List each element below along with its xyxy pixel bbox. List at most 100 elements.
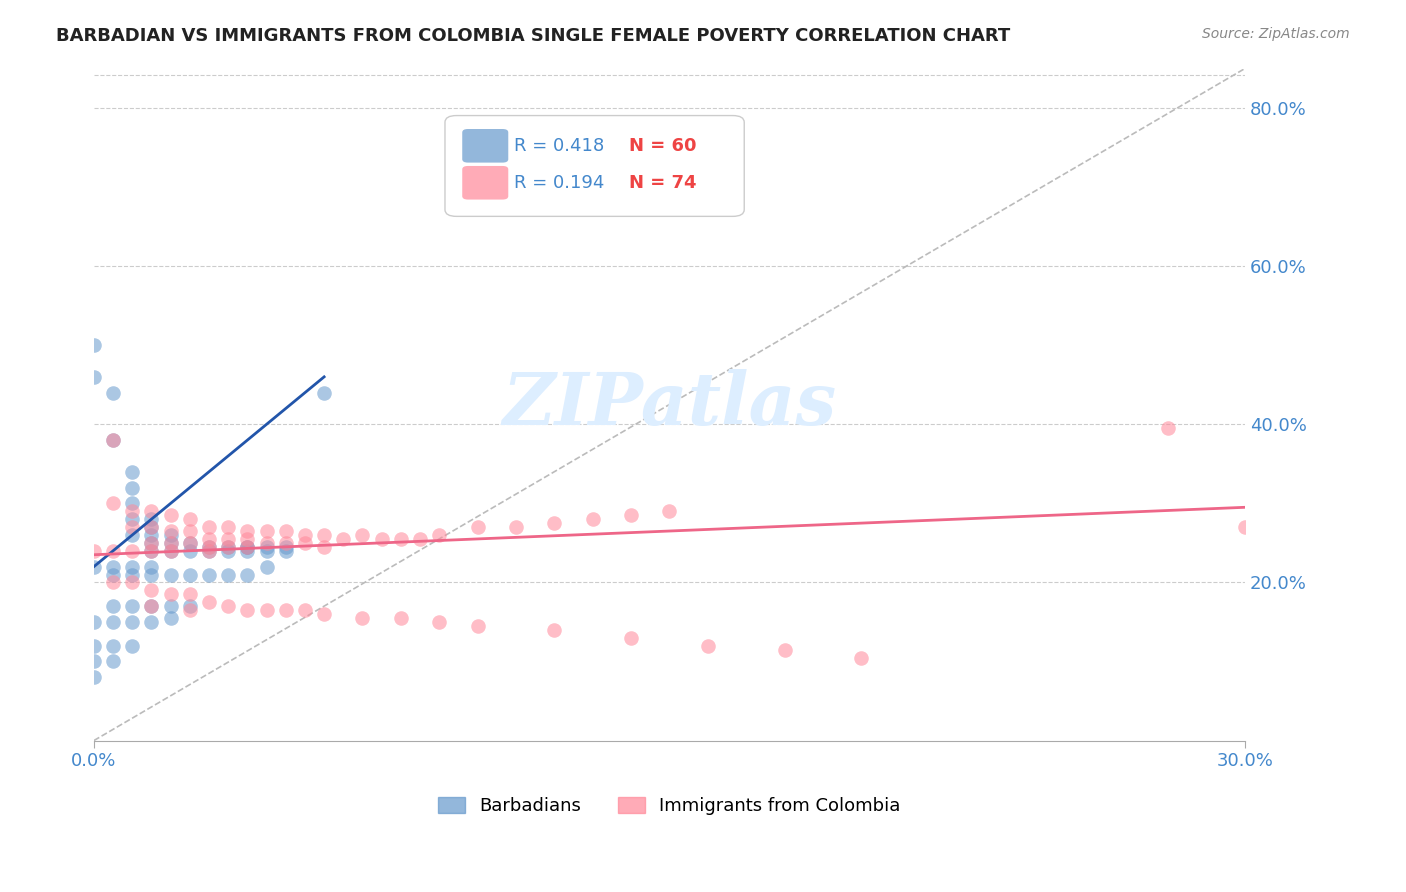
Point [121, 615, 143, 629]
Point [543, 516, 565, 530]
Point [198, 595, 221, 609]
Point [314, 607, 336, 621]
Point [141, 583, 163, 598]
Point [1157, 421, 1180, 435]
Point [179, 603, 201, 617]
Point [141, 543, 163, 558]
FancyBboxPatch shape [463, 166, 509, 200]
Point [83, 655, 105, 669]
Point [101, 655, 124, 669]
Point [179, 543, 201, 558]
Point [217, 540, 239, 554]
Point [101, 567, 124, 582]
Point [314, 540, 336, 554]
Point [274, 536, 297, 550]
Point [389, 611, 412, 625]
Point [121, 496, 143, 510]
Point [236, 524, 259, 538]
Point [198, 543, 221, 558]
Point [256, 559, 278, 574]
Point [236, 543, 259, 558]
Point [467, 619, 489, 633]
Point [121, 504, 143, 518]
Point [236, 540, 259, 554]
Point [121, 512, 143, 526]
Point [121, 465, 143, 479]
Point [101, 575, 124, 590]
Point [159, 567, 181, 582]
Point [83, 369, 105, 384]
Point [274, 524, 297, 538]
Point [198, 540, 221, 554]
Point [179, 587, 201, 601]
Point [332, 532, 354, 546]
Point [159, 543, 181, 558]
Point [179, 567, 201, 582]
Point [121, 559, 143, 574]
Point [294, 603, 316, 617]
Point [409, 532, 432, 546]
Point [217, 520, 239, 534]
Point [198, 567, 221, 582]
Point [217, 599, 239, 614]
Point [352, 611, 374, 625]
Point [101, 496, 124, 510]
Point [274, 543, 297, 558]
Point [314, 528, 336, 542]
Point [696, 639, 718, 653]
Point [101, 543, 124, 558]
Point [159, 536, 181, 550]
Point [121, 481, 143, 495]
Point [543, 623, 565, 637]
Point [101, 433, 124, 447]
Point [159, 536, 181, 550]
Point [101, 599, 124, 614]
Point [217, 540, 239, 554]
Point [121, 567, 143, 582]
Point [141, 615, 163, 629]
Text: Source: ZipAtlas.com: Source: ZipAtlas.com [1202, 27, 1350, 41]
Point [179, 524, 201, 538]
Point [773, 642, 796, 657]
Point [256, 536, 278, 550]
Point [141, 567, 163, 582]
Point [217, 543, 239, 558]
Point [620, 631, 643, 645]
Point [83, 338, 105, 352]
Point [101, 433, 124, 447]
Point [179, 536, 201, 550]
Text: R = 0.418: R = 0.418 [515, 136, 605, 155]
Point [159, 587, 181, 601]
Point [314, 385, 336, 400]
Point [294, 528, 316, 542]
Point [427, 528, 450, 542]
Point [141, 599, 163, 614]
Point [83, 543, 105, 558]
Point [505, 520, 527, 534]
Point [83, 559, 105, 574]
Point [141, 599, 163, 614]
Point [294, 536, 316, 550]
Point [141, 520, 163, 534]
Point [198, 532, 221, 546]
Point [179, 536, 201, 550]
Point [141, 543, 163, 558]
Point [467, 520, 489, 534]
Point [159, 508, 181, 523]
Point [159, 528, 181, 542]
Point [159, 543, 181, 558]
Point [236, 540, 259, 554]
Point [159, 611, 181, 625]
Point [236, 532, 259, 546]
Point [427, 615, 450, 629]
Legend: Barbadians, Immigrants from Colombia: Barbadians, Immigrants from Colombia [432, 790, 908, 822]
FancyBboxPatch shape [463, 129, 509, 162]
Point [83, 615, 105, 629]
Point [352, 528, 374, 542]
Text: N = 60: N = 60 [628, 136, 696, 155]
Point [101, 385, 124, 400]
Point [256, 543, 278, 558]
Point [658, 504, 681, 518]
Point [121, 575, 143, 590]
Point [121, 543, 143, 558]
